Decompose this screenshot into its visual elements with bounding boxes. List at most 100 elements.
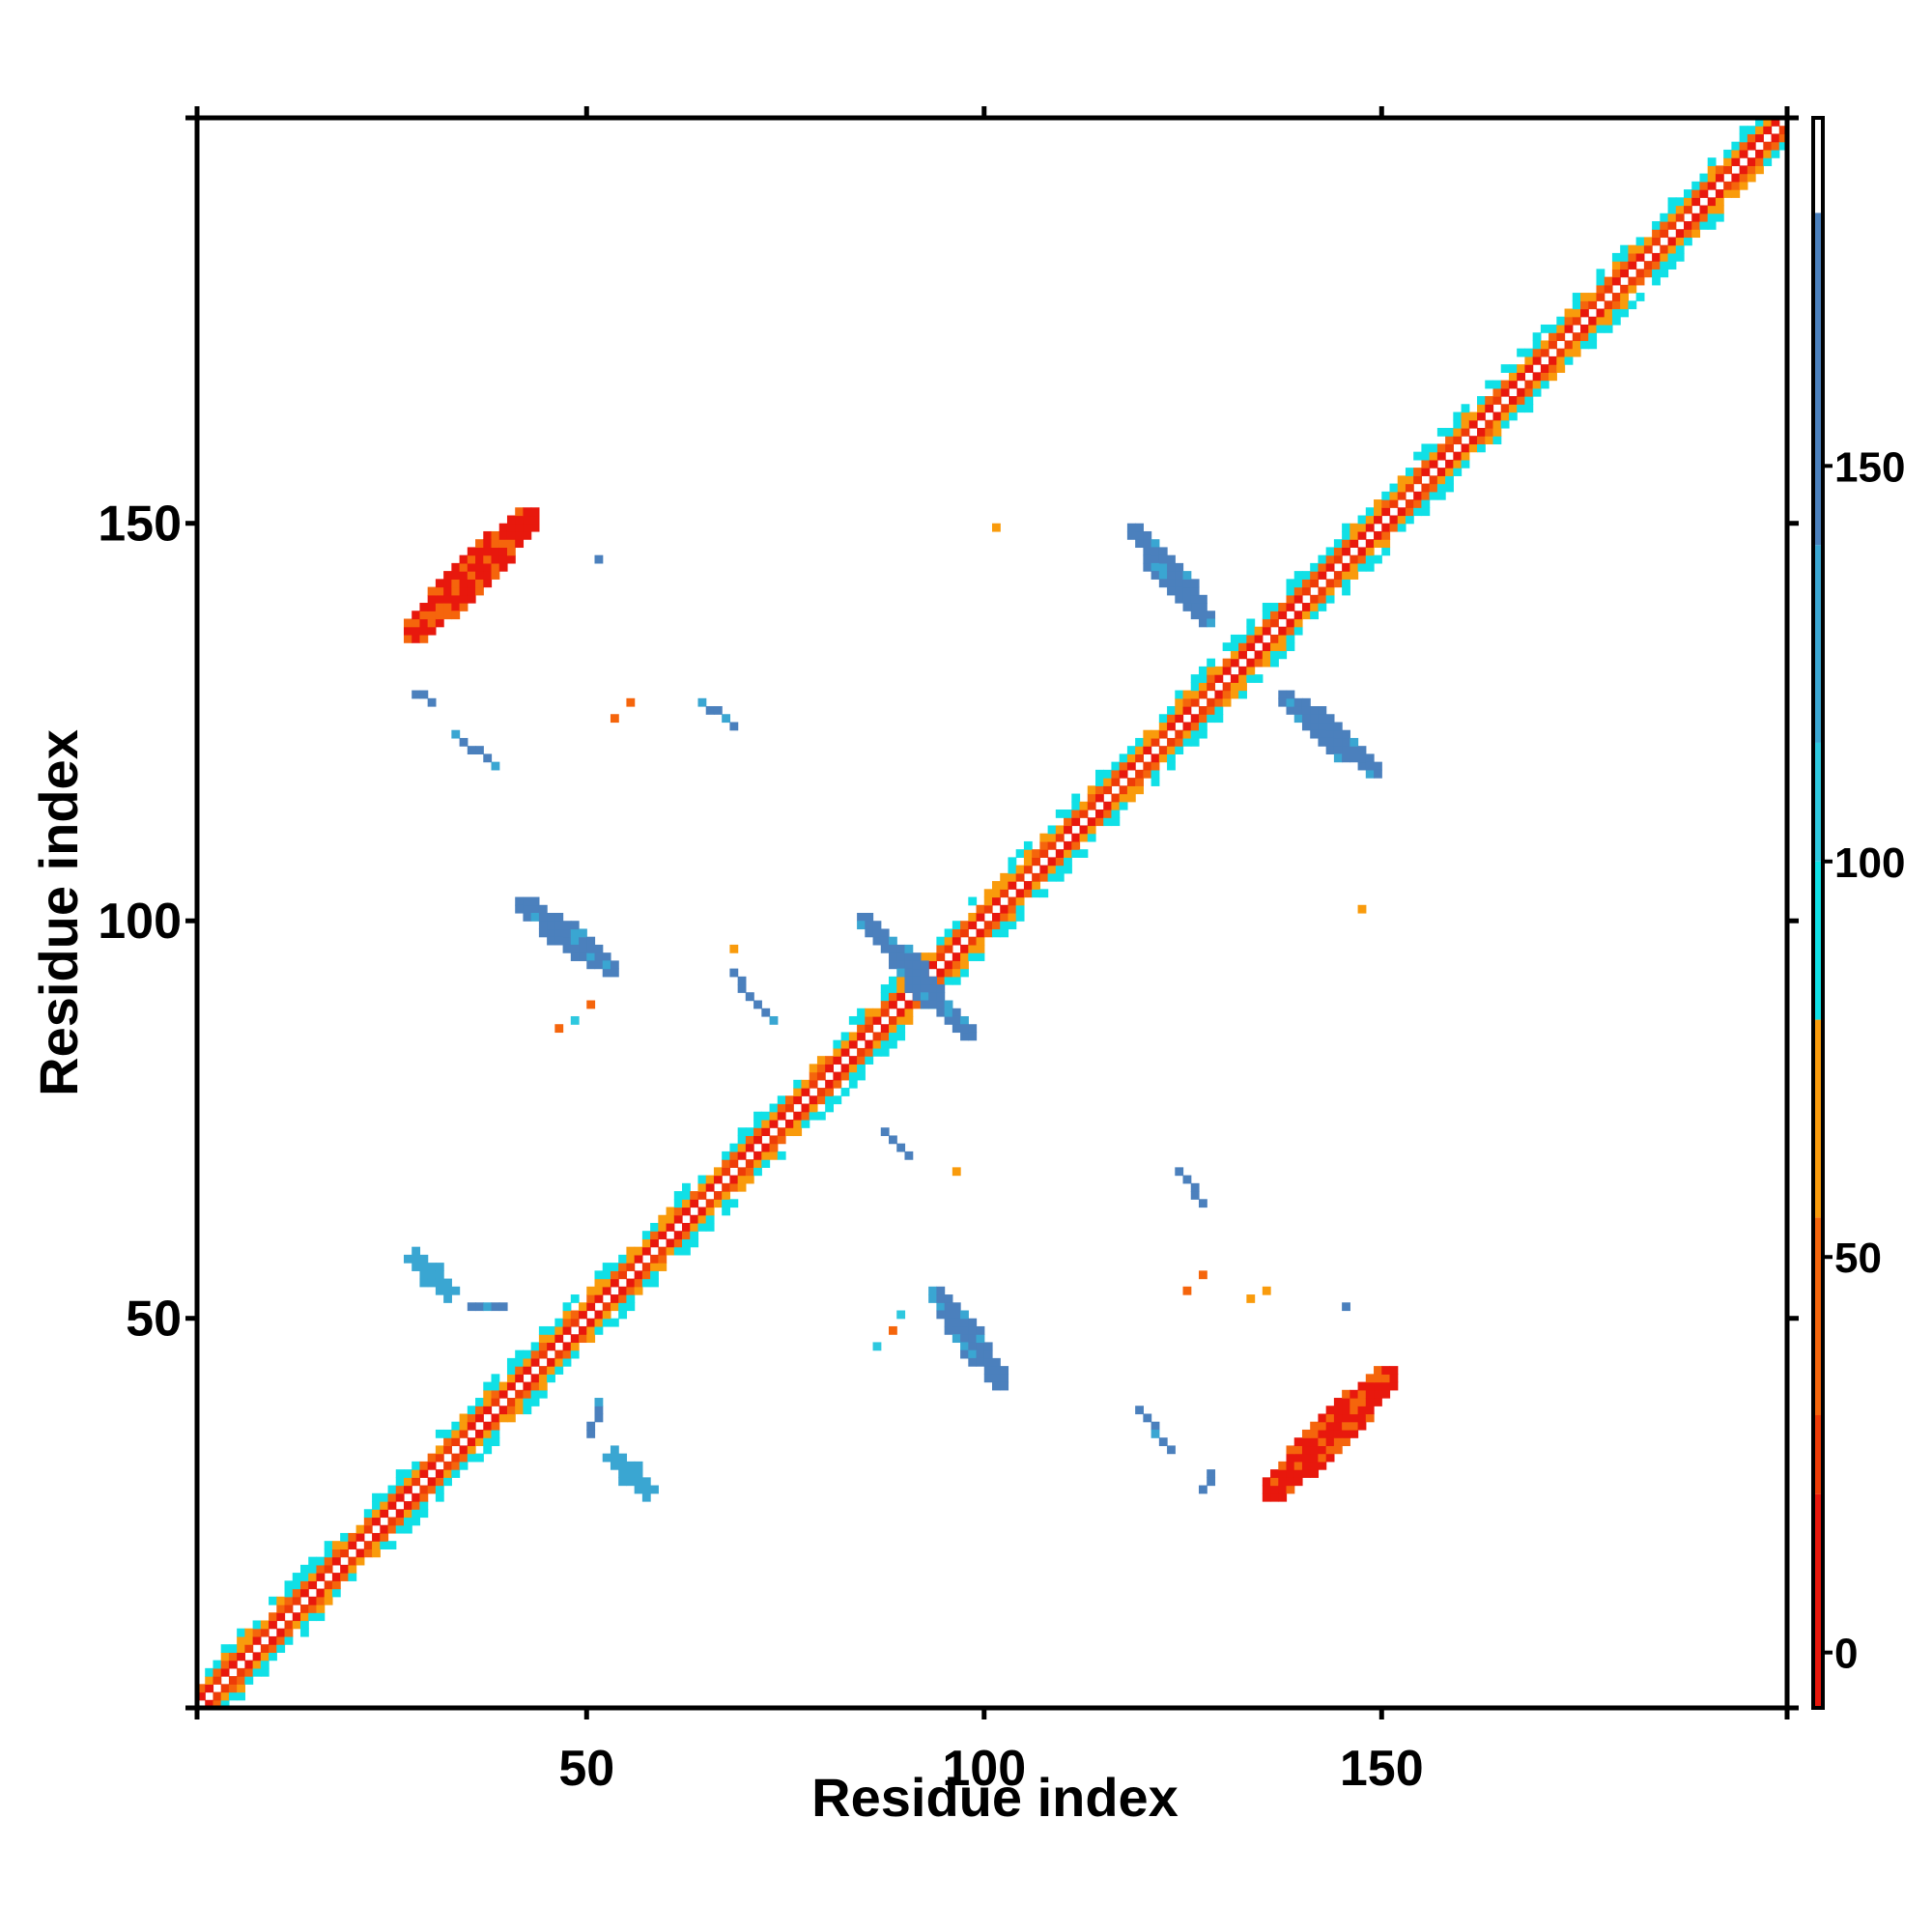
contact-cell (896, 960, 906, 970)
diagonal-cell (467, 1445, 476, 1455)
contact-cell (968, 1024, 978, 1034)
diagonal-cell (983, 889, 993, 898)
contact-cell (1333, 729, 1343, 739)
diagonal-cell (634, 1254, 643, 1264)
diagonal-cell (228, 1652, 238, 1662)
diagonal-cell (1739, 149, 1748, 158)
contact-cell (530, 913, 540, 922)
diagonal-cell (1301, 611, 1311, 620)
diagonal-cell (976, 944, 985, 953)
diagonal-cell (1238, 666, 1247, 675)
contact-cell (634, 1477, 643, 1487)
contact-cell (936, 1286, 946, 1295)
contact-cell (1318, 1437, 1327, 1447)
diagonal-cell (602, 1278, 611, 1288)
diagonal-cell (641, 1238, 651, 1248)
contact-cell (976, 1325, 985, 1335)
contact-cell (1342, 746, 1350, 754)
diagonal-cell (936, 944, 946, 953)
diagonal-cell (403, 1524, 412, 1534)
diagonal-cell (809, 1103, 818, 1113)
diagonal-cell (1198, 706, 1208, 715)
diagonal-cell (1715, 197, 1724, 207)
contact-cell (936, 1310, 946, 1320)
contact-cell (419, 626, 429, 636)
diagonal-cell (1182, 690, 1192, 699)
diagonal-cell (1556, 348, 1566, 357)
diagonal-cell (1675, 205, 1685, 214)
diagonal-cell (1778, 133, 1788, 143)
diagonal-cell (1111, 761, 1121, 771)
contact-cell (451, 611, 461, 620)
diagonal-cell (1230, 658, 1239, 668)
contact-point (889, 1325, 897, 1335)
diagonal-cell (387, 1492, 397, 1502)
diagonal-cell (412, 1477, 421, 1487)
diagonal-cell (1374, 499, 1382, 508)
diagonal-cell (562, 1325, 572, 1335)
diagonal-cell (1055, 865, 1065, 874)
diagonal-cell (1436, 451, 1446, 461)
contact-cell (1151, 554, 1160, 564)
contact-cell (968, 1325, 978, 1335)
diagonal-cell (1119, 761, 1128, 771)
diagonal-cell (1246, 618, 1256, 628)
diagonal-cell (1278, 634, 1288, 643)
diagonal-cell (1436, 468, 1446, 476)
diagonal-cell (1023, 865, 1033, 874)
diagonal-cell (1532, 372, 1542, 382)
diagonal-cell (1429, 483, 1438, 493)
diagonal-cell (840, 1032, 850, 1041)
contact-cell (459, 579, 469, 588)
contact-cell (1143, 554, 1152, 564)
contact-cell (729, 722, 739, 731)
diagonal-cell (1739, 133, 1748, 143)
diagonal-cell (459, 1429, 469, 1438)
diagonal-cell (1707, 213, 1717, 222)
diagonal-cell (1524, 404, 1534, 413)
contact-cell (1389, 1366, 1399, 1375)
diagonal-cell (1468, 443, 1478, 453)
diagonal-cell (299, 1605, 309, 1613)
diagonal-cell (1158, 714, 1168, 724)
diagonal-cell (269, 1635, 277, 1645)
diagonal-cell (1270, 658, 1279, 668)
contact-cell (1158, 579, 1168, 588)
diagonal-cell (1763, 141, 1773, 151)
contact-cell (1350, 1398, 1359, 1406)
diagonal-cell (475, 1429, 484, 1438)
contact-cell (483, 562, 493, 572)
diagonal-cell (1540, 340, 1549, 350)
contact-cell (1286, 1469, 1295, 1478)
diagonal-cell (1755, 165, 1764, 175)
diagonal-cell (1548, 340, 1557, 350)
diagonal-cell (650, 1270, 659, 1280)
diagonal-cell (682, 1238, 691, 1248)
diagonal-cell (1731, 141, 1741, 151)
diagonal-cell (658, 1246, 668, 1256)
diagonal-cell (1572, 348, 1581, 357)
diagonal-cell (658, 1263, 668, 1271)
diagonal-cell (960, 928, 969, 938)
contact-cell (412, 626, 421, 636)
contact-cell (1333, 1406, 1343, 1415)
diagonal-cell (1477, 427, 1486, 437)
diagonal-cell (1222, 666, 1232, 675)
diagonal-cell (1517, 396, 1526, 405)
diagonal-cell (634, 1246, 643, 1256)
diagonal-cell (880, 1047, 890, 1057)
diagonal-cell (1643, 244, 1653, 254)
x-tick-label: 150 (1340, 1741, 1424, 1797)
contact-cell (530, 523, 540, 532)
diagonal-cell (1357, 523, 1367, 532)
contact-cell (498, 562, 508, 572)
diagonal-cell (435, 1469, 444, 1478)
contact-cell (753, 1000, 762, 1009)
diagonal-cell (1032, 849, 1040, 858)
diagonal-cell (1039, 849, 1049, 858)
diagonal-cell (1310, 594, 1320, 604)
diagonal-cell (1190, 697, 1200, 707)
diagonal-cell (753, 1119, 762, 1128)
contact-cell (530, 515, 540, 525)
